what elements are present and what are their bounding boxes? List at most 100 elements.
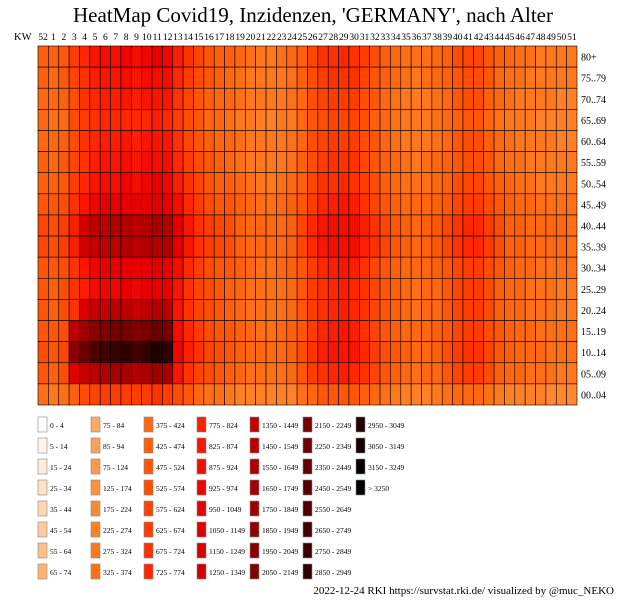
heatmap-cell: [68, 299, 80, 321]
heatmap-cell: [79, 235, 91, 258]
heatmap-cell: [89, 172, 101, 195]
heatmap-cell: [307, 66, 319, 89]
heatmap-cell: [172, 87, 184, 110]
x-tick-label: 35: [401, 33, 411, 43]
heatmap-cell: [338, 362, 350, 385]
heatmap-cell: [555, 362, 567, 385]
heatmap-cell: [379, 320, 391, 342]
heatmap-cell: [348, 151, 360, 174]
heatmap-cell: [79, 45, 91, 68]
heatmap-cell: [348, 45, 360, 68]
heatmap-cell: [421, 109, 433, 131]
heatmap-cell: [89, 277, 101, 300]
heatmap-cell: [473, 235, 485, 258]
heatmap-cell: [110, 341, 122, 364]
heatmap-cell: [172, 45, 184, 68]
legend-label: 55 - 64: [50, 547, 71, 556]
heatmap-cell: [193, 235, 205, 258]
heatmap-cell: [234, 320, 246, 342]
heatmap-cell: [348, 362, 360, 385]
heatmap-cell: [379, 193, 391, 216]
x-tick-label: 49: [546, 33, 556, 43]
heatmap-cell: [431, 362, 443, 385]
heatmap-cell: [141, 66, 153, 89]
heatmap-cell: [348, 235, 360, 258]
heatmap-cell: [493, 193, 505, 216]
heatmap-cell: [151, 214, 163, 237]
y-tick-label: 70..74: [581, 95, 606, 106]
heatmap-cell: [193, 193, 205, 216]
heatmap-cell: [514, 45, 526, 68]
heatmap-cell: [431, 87, 443, 110]
heatmap-cell: [193, 45, 205, 68]
heatmap-cell: [452, 362, 464, 385]
heatmap-cell: [327, 130, 339, 152]
heatmap-cell: [58, 383, 70, 406]
heatmap-cell: [255, 299, 267, 321]
heatmap-cell: [58, 45, 70, 68]
heatmap-cell: [245, 172, 256, 195]
heatmap-cell: [379, 151, 391, 174]
heatmap-cell: [193, 151, 205, 174]
y-tick-label: 60..64: [581, 137, 606, 148]
heatmap-cell: [483, 362, 495, 385]
x-tick-label: 20: [246, 33, 256, 43]
legend-swatch: [249, 437, 260, 454]
heatmap-cell: [307, 214, 319, 237]
heatmap-cell: [110, 151, 122, 174]
heatmap-cell: [79, 341, 91, 364]
heatmap-cell: [120, 235, 132, 258]
heatmap-cell: [130, 130, 142, 152]
heatmap-cell: [462, 193, 474, 216]
heatmap-cell: [172, 109, 184, 131]
heatmap-cell: [182, 87, 194, 110]
heatmap-cell: [58, 235, 70, 258]
heatmap-cell: [296, 383, 308, 406]
legend-label: 825 - 874: [209, 442, 238, 451]
legend-label: 2450 - 2549: [315, 484, 351, 493]
heatmap-cell: [566, 299, 578, 321]
heatmap-cell: [545, 151, 557, 174]
heatmap-cell: [483, 299, 495, 321]
heatmap-cell: [421, 277, 433, 300]
heatmap-cell: [390, 235, 402, 258]
legend-swatch: [355, 479, 366, 496]
heatmap-cell: [359, 109, 370, 131]
heatmap-cell: [151, 299, 163, 321]
heatmap-cell: [182, 362, 194, 385]
legend-label: 2350 - 2449: [315, 463, 351, 472]
x-tick-label: 51: [567, 33, 577, 43]
heatmap-cell: [441, 341, 453, 364]
x-tick-label: 43: [484, 33, 494, 43]
heatmap-cell: [514, 256, 526, 279]
heatmap-cell: [141, 151, 153, 174]
heatmap-cell: [524, 45, 536, 68]
heatmap-cell: [555, 45, 567, 68]
heatmap-cell: [317, 45, 329, 68]
heatmap-cell: [203, 256, 215, 279]
heatmap-cell: [452, 256, 464, 279]
heatmap-cell: [234, 66, 246, 89]
heatmap-cell: [58, 151, 70, 174]
heatmap-cell: [317, 109, 329, 131]
heatmap-cell: [317, 235, 329, 258]
heatmap-cell: [524, 320, 536, 342]
heatmap-cell: [421, 151, 433, 174]
heatmap-cell: [452, 235, 464, 258]
heatmap-cell: [79, 193, 91, 216]
heatmap-cell: [431, 235, 443, 258]
heatmap-cell: [462, 45, 474, 68]
x-tick-label: 10: [142, 33, 152, 43]
heatmap-cell: [68, 214, 80, 237]
heatmap-cell: [48, 151, 60, 174]
legend-label: 1750 - 1849: [262, 505, 298, 514]
heatmap-cell: [545, 299, 557, 321]
heatmap-cell: [286, 130, 298, 152]
heatmap-cell: [286, 151, 298, 174]
legend-label: 1250 - 1349: [209, 568, 245, 577]
heatmap-cell: [359, 362, 370, 385]
x-tick-label: 9: [134, 33, 139, 43]
heatmap-cell: [338, 235, 350, 258]
heatmap-cell: [400, 383, 412, 406]
heatmap-cell: [37, 256, 49, 279]
